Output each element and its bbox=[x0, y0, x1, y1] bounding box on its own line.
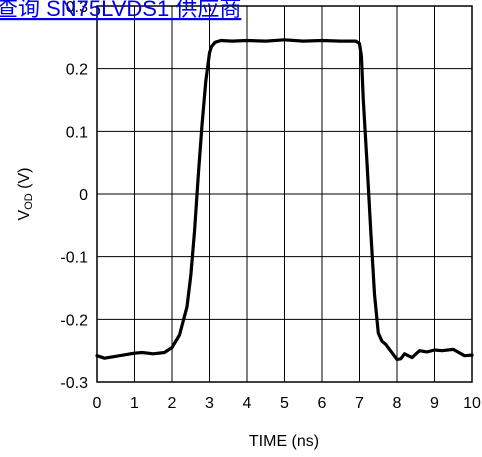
x-tick-label: 10 bbox=[463, 395, 481, 412]
vod-trace bbox=[95, 38, 474, 361]
x-tick-label: 4 bbox=[243, 395, 252, 412]
x-tick-label: 9 bbox=[430, 395, 439, 412]
y-axis-label: VOD (V) bbox=[16, 168, 35, 221]
y-tick-label: 0.3 bbox=[66, 0, 88, 16]
y-axis-label-main: V bbox=[16, 209, 33, 220]
y-axis-label-sub: OD bbox=[23, 193, 35, 210]
y-tick-label: 0.1 bbox=[66, 124, 88, 141]
grid-lines bbox=[97, 6, 472, 382]
x-tick-label: 8 bbox=[393, 395, 402, 412]
x-tick-label: 3 bbox=[205, 395, 214, 412]
y-axis-label-unit: (V) bbox=[16, 168, 33, 194]
x-tick-label: 7 bbox=[355, 395, 364, 412]
x-tick-label: 2 bbox=[168, 395, 177, 412]
x-tick-label: 0 bbox=[93, 395, 102, 412]
y-tick-label: -0.1 bbox=[60, 250, 88, 267]
y-tick-label: 0 bbox=[79, 187, 88, 204]
x-tick-label: 5 bbox=[280, 395, 289, 412]
x-axis-label: TIME (ns) bbox=[249, 433, 319, 450]
y-tick-label: 0.2 bbox=[66, 62, 88, 79]
y-tick-label: -0.3 bbox=[60, 375, 88, 392]
y-tick-labels: 0.3 0.2 0.1 0 -0.1 -0.2 -0.3 bbox=[60, 0, 88, 392]
x-tick-label: 6 bbox=[318, 395, 327, 412]
plot-frame bbox=[96, 5, 473, 383]
x-tick-label: 1 bbox=[130, 395, 139, 412]
x-tick-labels: 0 1 2 3 4 5 6 7 8 9 10 bbox=[93, 395, 481, 412]
supplier-query-link[interactable]: 查询 SN75LVDS1 供应商 bbox=[0, 0, 241, 21]
y-tick-label: -0.2 bbox=[60, 312, 88, 329]
